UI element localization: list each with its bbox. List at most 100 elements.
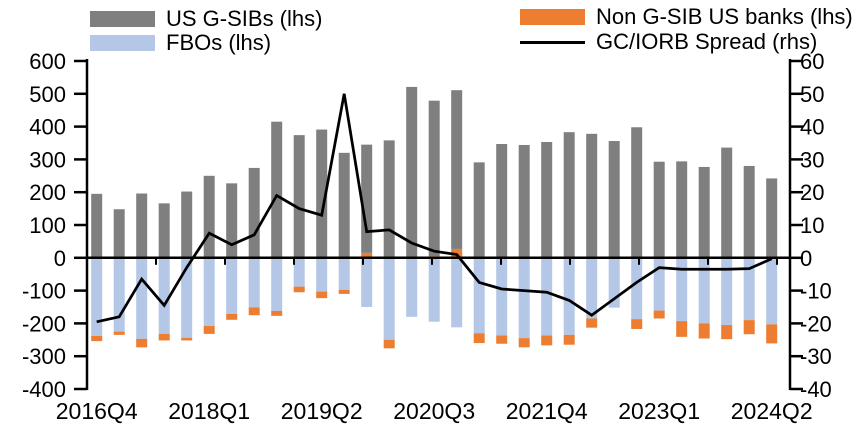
left-axis-label: 600 — [29, 49, 66, 74]
non-gsib-bar-2019Q4 — [361, 252, 373, 258]
left-axis-label: -200 — [22, 311, 66, 336]
non-gsib-bar-2024Q1 — [743, 320, 755, 335]
non-gsib-bar-2021Q3 — [518, 338, 530, 348]
non-gsib-bar-2019Q2 — [316, 291, 328, 299]
x-axis-label: 2023Q1 — [618, 398, 700, 424]
us-gsibs-bar-2022Q2 — [586, 133, 598, 258]
fbos-bar-2022Q3 — [608, 257, 620, 308]
fbos-bar-2022Q4 — [631, 257, 643, 320]
fbos-bar-2019Q3 — [338, 257, 350, 290]
left-axis-label: 0 — [54, 246, 66, 271]
us-gsibs-legend-label: US G-SIBs (lhs) — [166, 6, 323, 31]
fbos-bar-2017Q1 — [113, 257, 125, 332]
fbos-bar-2017Q4 — [181, 257, 193, 338]
right-axis-label: 40 — [800, 115, 824, 140]
us-gsibs-bar-2021Q4 — [541, 142, 553, 258]
us-gsibs-bar-2024Q2 — [766, 178, 778, 258]
us-gsibs-bar-2024Q1 — [743, 165, 755, 258]
non-gsib-bar-2018Q2 — [226, 313, 238, 320]
non-gsib-bar-2021Q1 — [473, 333, 485, 344]
us-gsibs-bar-2019Q3 — [338, 152, 350, 258]
us-gsibs-bar-2021Q3 — [518, 144, 530, 258]
legend-item-non-gsib-us-banks: Non G-SIB US banks (lhs) — [520, 6, 852, 28]
fbos-bar-2019Q2 — [316, 257, 328, 292]
fbos-bar-2019Q1 — [293, 257, 305, 287]
us-gsibs-bar-2022Q3 — [608, 141, 620, 258]
us-gsibs-bar-2023Q4 — [721, 147, 733, 258]
fbos-bar-2018Q3 — [248, 257, 260, 308]
legend-item-us-gsibs: US G-SIBs (lhs) — [90, 8, 322, 30]
right-axis-label: 30 — [800, 147, 824, 172]
non-gsib-bar-2016Q4 — [91, 335, 103, 342]
non-gsib-bar-2019Q3 — [338, 289, 350, 294]
us-gsibs-bar-2017Q2 — [136, 193, 148, 258]
us-gsibs-bar-2022Q1 — [563, 132, 575, 258]
us-gsibs-bar-2017Q3 — [158, 203, 170, 258]
fbos-bar-2021Q4 — [541, 257, 553, 336]
non-gsib-bar-2018Q1 — [203, 326, 215, 334]
us-gsibs-bar-2023Q3 — [698, 166, 710, 258]
non-gsib-bar-2017Q2 — [136, 338, 148, 348]
us-gsibs-bar-2017Q4 — [181, 191, 193, 258]
fbos-legend-label: FBOs (lhs) — [166, 30, 272, 55]
non-gsib-bar-2019Q1 — [293, 286, 305, 293]
right-axis-label: 20 — [800, 180, 824, 205]
gc-iorb-spread-line — [96, 93, 773, 324]
left-axis-label: 400 — [29, 115, 66, 140]
fbos-bar-2022Q1 — [563, 257, 575, 335]
fbos-bar-2021Q1 — [473, 257, 485, 334]
right-axis-label: -30 — [800, 344, 832, 369]
us-gsibs-bar-2021Q1 — [473, 162, 485, 258]
fbos-bar-2020Q2 — [406, 257, 418, 317]
left-axis-label: 200 — [29, 180, 66, 205]
fbos-bar-2020Q3 — [428, 257, 440, 322]
left-axis-label: 100 — [29, 213, 66, 238]
us-gsibs-bar-2017Q1 — [113, 209, 125, 258]
fbos-bar-2023Q3 — [698, 257, 710, 324]
fbos-bar-2024Q2 — [766, 257, 778, 325]
us-gsibs-bar-2019Q1 — [293, 135, 305, 258]
fbos-bar-2017Q3 — [158, 257, 170, 334]
x-axis-label: 2020Q3 — [393, 398, 475, 424]
x-axis-label: 2021Q4 — [506, 398, 588, 424]
us-gsibs-bar-2020Q3 — [428, 100, 440, 257]
us-gsibs-bar-2019Q4 — [361, 144, 373, 253]
us-gsibs-bar-2022Q4 — [631, 127, 643, 258]
x-axis-label: 2019Q2 — [281, 398, 363, 424]
us-gsibs-bar-2021Q2 — [496, 143, 508, 258]
non-gsib-bar-2023Q2 — [676, 321, 688, 337]
fbos-bar-2018Q4 — [271, 257, 283, 311]
fbos-bar-2024Q1 — [743, 257, 755, 321]
non-gsib-bar-2022Q1 — [563, 334, 575, 345]
right-axis-label: 0 — [800, 246, 812, 271]
non-gsib-bar-2021Q2 — [496, 335, 508, 344]
right-axis-label: 10 — [800, 213, 824, 238]
fbos-bar-2020Q1 — [383, 257, 395, 340]
fbos-bar-2018Q2 — [226, 257, 238, 314]
fbos-bar-2023Q1 — [653, 257, 665, 311]
fbos-bar-2023Q4 — [721, 257, 733, 326]
non-gsib-bar-2023Q4 — [721, 325, 733, 340]
x-axis-label: 2018Q1 — [168, 398, 250, 424]
fbos-bar-2019Q4 — [361, 257, 373, 307]
us-gsibs-bar-2018Q4 — [271, 121, 283, 258]
fbos-swatch — [90, 35, 155, 51]
non-gsib-bar-2017Q1 — [113, 331, 125, 335]
non-gsib-bar-2020Q1 — [383, 339, 395, 349]
fbos-bar-2016Q4 — [91, 257, 103, 336]
legend-item-fbos: FBOs (lhs) — [90, 32, 271, 54]
spread-line-swatch — [520, 40, 585, 44]
left-axis-label: -100 — [22, 279, 66, 304]
right-axis-label: -20 — [800, 311, 832, 336]
non-gsib-bar-2024Q2 — [766, 324, 778, 344]
non-gsib-bar-2022Q4 — [631, 319, 643, 329]
us-gsibs-bar-2023Q1 — [653, 161, 665, 258]
fbos-bar-2021Q3 — [518, 257, 530, 339]
spread-legend-label: GC/IORB Spread (rhs) — [596, 29, 818, 54]
us-gsibs-bar-2020Q1 — [383, 140, 395, 258]
non-gsib-bar-2023Q1 — [653, 310, 665, 319]
non-gsib-bar-2023Q3 — [698, 323, 710, 339]
right-axis-label: -40 — [800, 377, 832, 402]
fbos-bar-2022Q2 — [586, 257, 598, 319]
